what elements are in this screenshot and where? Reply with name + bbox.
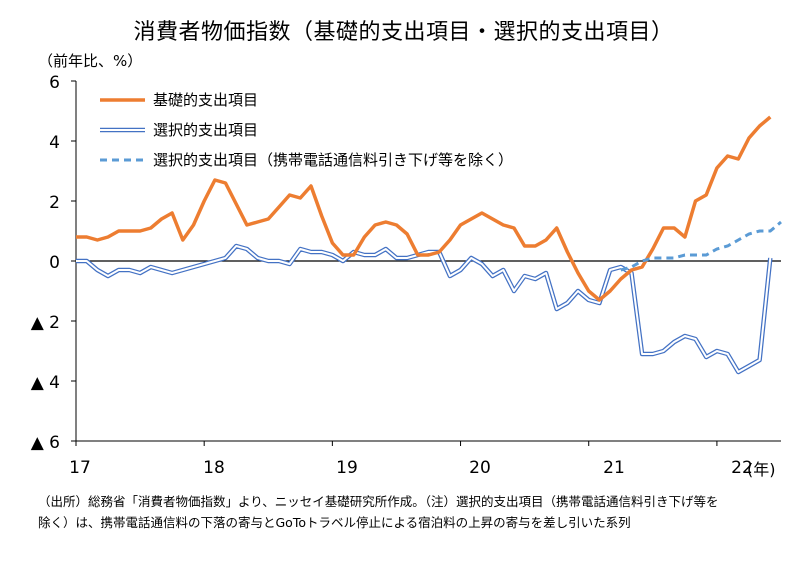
- y-tick-label: 0: [49, 253, 60, 273]
- y-tick-label: 2: [49, 193, 60, 213]
- legend-label-selective: 選択的支出項目: [153, 121, 259, 139]
- y-tick-label: ▲ 6: [30, 433, 60, 453]
- series-basic: [76, 115, 772, 302]
- x-tick-label: 18: [203, 458, 225, 478]
- series-selective-inner: [76, 245, 772, 373]
- x-axis-unit: (年): [747, 460, 776, 479]
- x-tick-label: 21: [603, 458, 625, 478]
- x-tick-label: 20: [469, 458, 491, 478]
- series-layer: [76, 115, 782, 375]
- legend: [100, 98, 145, 162]
- y-axis-unit: （前年比、%）: [38, 52, 143, 70]
- x-tick-label: 22: [731, 458, 753, 478]
- series-selective-outline: [76, 243, 773, 375]
- y-tick-label: ▲ 4: [30, 373, 60, 393]
- y-tick-label: 4: [49, 133, 60, 153]
- y-tick-label: ▲ 2: [30, 313, 60, 333]
- chart-title: 消費者物価指数（基礎的支出項目・選択的支出項目）: [133, 20, 674, 45]
- legend-label-basic: 基礎的支出項目: [153, 91, 259, 109]
- x-tick-label: 17: [69, 458, 91, 478]
- y-tick-label: 6: [49, 73, 60, 93]
- source-note-line2: 除く）は、携帯電話通信料の下落の寄与とGoToトラベル停止による宿泊料の上昇の寄…: [38, 515, 631, 530]
- legend-label-selective-ex: 選択的支出項目（携帯電話通信料引き下げ等を除く）: [153, 151, 514, 169]
- series-selective-ex: [620, 220, 782, 272]
- x-tick-label: 19: [336, 458, 358, 478]
- source-note-line1: （出所）総務省「消費者物価指数」より、ニッセイ基礎研究所作成。（注）選択的支出項…: [38, 494, 719, 509]
